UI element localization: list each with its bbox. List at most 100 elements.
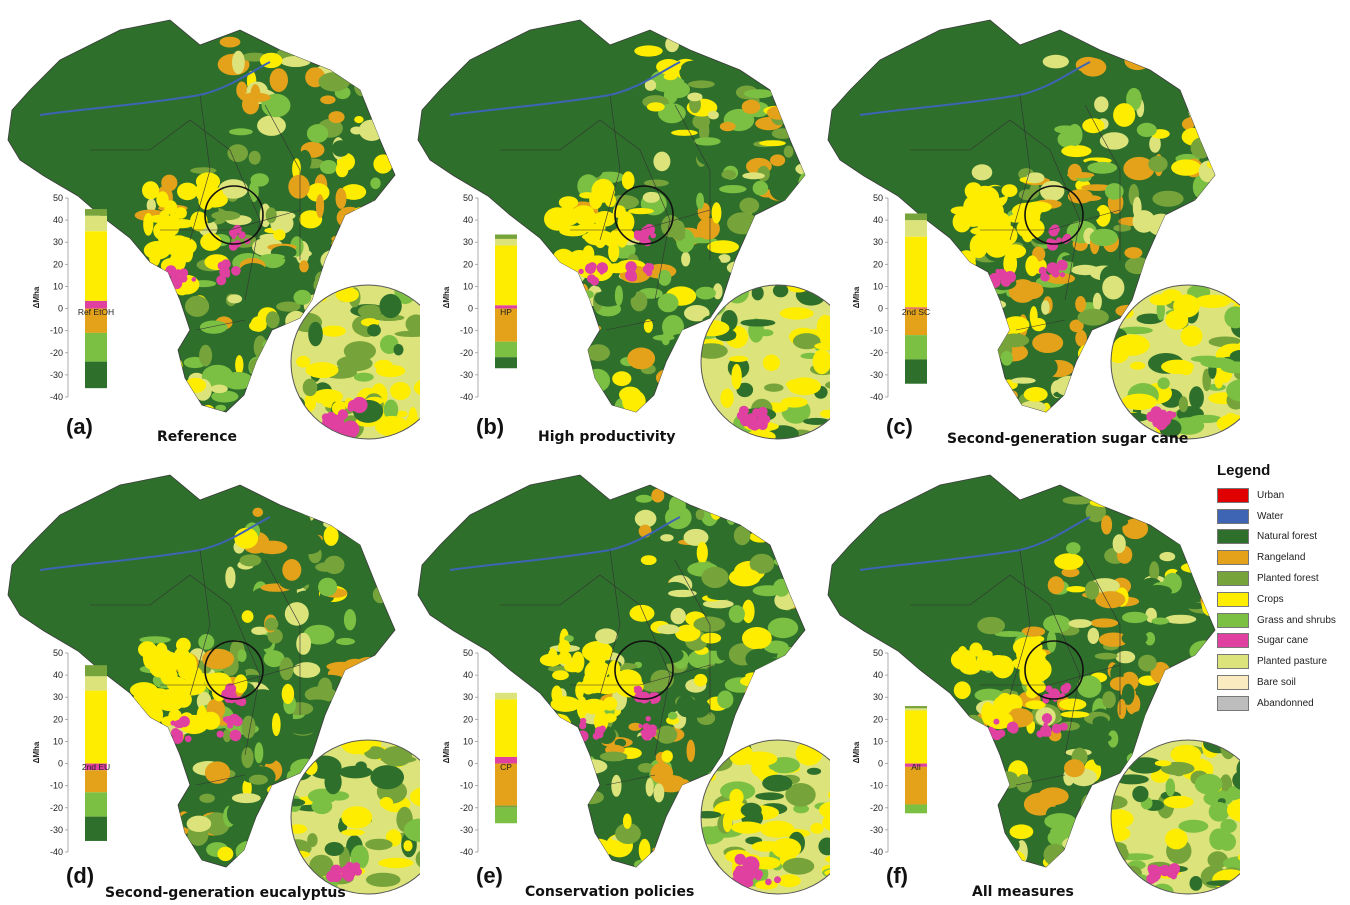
land-patch — [989, 835, 1020, 855]
sugar-cane-patch — [232, 235, 236, 239]
y-tick-label: -30 — [50, 370, 63, 380]
land-patch — [688, 80, 715, 88]
inset-sugar-cane — [758, 420, 768, 430]
land-patch — [363, 531, 390, 554]
land-patch — [1079, 377, 1090, 400]
land-patch — [1181, 562, 1211, 573]
inset-patch — [752, 841, 783, 852]
land-patch — [1022, 282, 1044, 299]
land-patch — [251, 84, 261, 105]
land-patch — [305, 491, 322, 504]
inset-sugar-cane — [1154, 873, 1161, 880]
land-patch — [242, 610, 254, 623]
land-patch — [143, 213, 153, 236]
land-patch — [678, 779, 691, 795]
land-patch — [972, 164, 993, 180]
legend-label: Sugar cane — [1257, 635, 1308, 646]
land-patch — [1090, 229, 1118, 246]
land-patch — [751, 502, 775, 514]
land-patch — [138, 337, 162, 350]
sugar-cane-patch — [590, 277, 599, 286]
sugar-cane-patch — [223, 717, 228, 722]
land-patch — [235, 355, 243, 375]
land-patch — [1179, 659, 1205, 683]
land-patch — [726, 505, 737, 525]
inset-patch — [1111, 885, 1120, 894]
land-patch — [696, 193, 704, 210]
inset-patch — [697, 856, 713, 870]
land-patch — [255, 742, 264, 763]
inset-patch — [731, 822, 764, 834]
land-patch — [247, 860, 273, 873]
y-tick-label: -30 — [460, 370, 473, 380]
land-patch — [1101, 515, 1112, 534]
legend-swatch — [1217, 696, 1249, 711]
land-patch — [707, 240, 739, 253]
sugar-cane-patch — [1009, 724, 1013, 728]
land-patch — [294, 290, 312, 305]
land-patch — [388, 85, 408, 94]
inset-patch — [729, 789, 743, 806]
sugar-cane-patch — [634, 230, 641, 237]
land-patch — [1179, 706, 1207, 725]
y-tick-label: 0 — [468, 759, 473, 769]
land-patch — [1159, 552, 1175, 561]
legend-swatch — [1217, 633, 1249, 648]
sugar-cane-patch — [585, 263, 596, 274]
land-patch — [623, 814, 632, 829]
land-patch — [1068, 619, 1092, 628]
inset-patch — [741, 803, 762, 818]
legend-swatch — [1217, 509, 1249, 524]
land-patch — [792, 674, 800, 688]
land-patch — [138, 804, 162, 823]
inset-patch — [778, 874, 801, 887]
land-patch — [328, 31, 337, 51]
land-patch — [762, 488, 791, 509]
land-patch — [1019, 189, 1038, 200]
land-patch — [697, 542, 708, 564]
land-patch — [1090, 498, 1119, 507]
land-patch — [707, 592, 734, 600]
land-patch — [376, 116, 402, 127]
land-patch — [582, 407, 613, 424]
inset-patch — [764, 384, 783, 392]
land-patch — [612, 371, 631, 386]
land-patch — [651, 569, 680, 576]
inset-patch — [698, 858, 720, 879]
inset-sugar-cane — [331, 871, 342, 882]
land-patch — [234, 674, 247, 693]
land-patch — [721, 170, 736, 179]
land-patch — [1176, 72, 1191, 80]
y-tick-label: 40 — [463, 670, 473, 680]
land-patch — [1090, 826, 1099, 837]
land-patch — [981, 702, 993, 725]
land-patch — [218, 847, 234, 861]
land-patch — [671, 130, 698, 136]
land-patch — [269, 851, 300, 867]
sugar-cane-patch — [638, 724, 642, 728]
legend-swatch — [1217, 550, 1249, 565]
land-patch — [251, 316, 266, 332]
land-patch — [285, 602, 309, 626]
inset-patch — [1190, 876, 1203, 891]
land-patch — [266, 207, 277, 223]
inset-sugar-cane — [740, 414, 752, 426]
y-tick-label: 50 — [53, 648, 63, 658]
land-patch — [1116, 651, 1136, 663]
land-patch — [608, 241, 619, 262]
bar-segment-planted-forest — [495, 234, 517, 238]
land-patch — [689, 29, 708, 53]
bar-label: CP — [500, 762, 512, 772]
land-patch — [326, 662, 358, 672]
land-patch — [334, 717, 357, 735]
land-patch — [1094, 96, 1108, 112]
sugar-cane-patch — [225, 270, 229, 274]
bar-label: 2nd EU — [82, 762, 110, 772]
sugar-cane-patch — [232, 716, 242, 726]
land-patch — [557, 866, 576, 879]
sugar-cane-patch — [185, 736, 192, 743]
land-patch — [662, 750, 673, 762]
land-patch — [1048, 34, 1075, 51]
